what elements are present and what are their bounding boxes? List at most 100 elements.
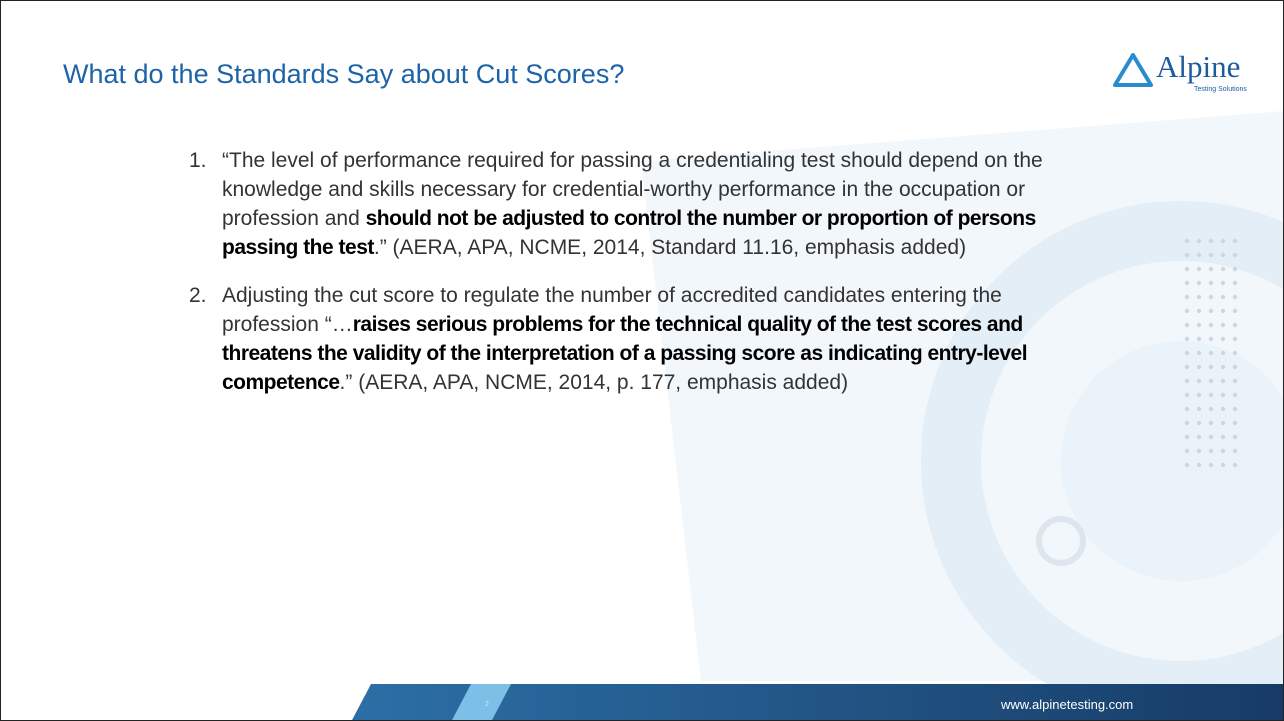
dot: [1221, 463, 1225, 467]
dot: [1185, 435, 1189, 439]
dot: [1197, 379, 1201, 383]
dot: [1221, 365, 1225, 369]
dot: [1233, 393, 1237, 397]
slide: What do the Standards Say about Cut Scor…: [0, 0, 1284, 721]
dot: [1197, 449, 1201, 453]
dot: [1185, 365, 1189, 369]
dot: [1209, 267, 1213, 271]
dot: [1209, 295, 1213, 299]
dot: [1185, 449, 1189, 453]
dot: [1197, 421, 1201, 425]
dot: [1209, 435, 1213, 439]
quote-list: 1.“The level of performance required for…: [189, 146, 1099, 416]
dot: [1221, 281, 1225, 285]
dot: [1185, 393, 1189, 397]
dot: [1221, 295, 1225, 299]
item-citation: .” (AERA, APA, NCME, 2014, Standard 11.1…: [374, 236, 966, 259]
dot: [1233, 435, 1237, 439]
slide-title: What do the Standards Say about Cut Scor…: [63, 59, 624, 90]
logo-mark: [1111, 51, 1155, 91]
dot: [1233, 281, 1237, 285]
dot: [1185, 407, 1189, 411]
dot: [1221, 351, 1225, 355]
dot: [1233, 379, 1237, 383]
logo-tagline: Testing Solutions: [1194, 86, 1247, 93]
dot: [1197, 407, 1201, 411]
dot: [1197, 239, 1201, 243]
dot: [1197, 267, 1201, 271]
dot: [1209, 323, 1213, 327]
dot: [1209, 379, 1213, 383]
dot: [1233, 449, 1237, 453]
dot: [1185, 253, 1189, 257]
dot: [1209, 281, 1213, 285]
logo: Alpine Testing Solutions: [1111, 49, 1261, 99]
dot: [1233, 309, 1237, 313]
dot: [1221, 421, 1225, 425]
dot: [1197, 337, 1201, 341]
dot: [1185, 239, 1189, 243]
dot: [1233, 239, 1237, 243]
dot: [1185, 309, 1189, 313]
dot: [1221, 239, 1225, 243]
dot: [1221, 309, 1225, 313]
dot: [1185, 281, 1189, 285]
page-number: 2: [485, 701, 489, 708]
dot: [1197, 281, 1201, 285]
dot: [1209, 337, 1213, 341]
dot: [1221, 449, 1225, 453]
dot: [1185, 267, 1189, 271]
dot: [1233, 253, 1237, 257]
dot: [1197, 351, 1201, 355]
item-number: 2.: [189, 281, 207, 310]
dot: [1233, 407, 1237, 411]
dot: [1233, 421, 1237, 425]
dot: [1233, 463, 1237, 467]
dot: [1197, 295, 1201, 299]
dot: [1221, 337, 1225, 341]
footer-url: www.alpinetesting.com: [1001, 697, 1133, 712]
dot: [1209, 449, 1213, 453]
dot: [1185, 379, 1189, 383]
dot: [1185, 337, 1189, 341]
dot: [1185, 295, 1189, 299]
dot: [1233, 323, 1237, 327]
dot: [1233, 365, 1237, 369]
dot: [1221, 379, 1225, 383]
dot: [1197, 435, 1201, 439]
dot: [1197, 463, 1201, 467]
dot: [1197, 309, 1201, 313]
dot: [1209, 463, 1213, 467]
dot: [1221, 393, 1225, 397]
dot: [1221, 323, 1225, 327]
dot: [1209, 393, 1213, 397]
dot: [1209, 421, 1213, 425]
dot: [1197, 365, 1201, 369]
item-number: 1.: [189, 146, 207, 175]
dot: [1185, 421, 1189, 425]
dot: [1197, 393, 1201, 397]
dot: [1233, 337, 1237, 341]
dot: [1233, 351, 1237, 355]
dot: [1197, 323, 1201, 327]
dot: [1233, 267, 1237, 271]
dot: [1221, 435, 1225, 439]
dot: [1233, 295, 1237, 299]
dot: [1221, 267, 1225, 271]
quote-item: 2.Adjusting the cut score to regulate th…: [189, 281, 1099, 397]
dot: [1209, 239, 1213, 243]
dot: [1185, 323, 1189, 327]
dot: [1209, 351, 1213, 355]
item-citation: .” (AERA, APA, NCME, 2014, p. 177, empha…: [340, 371, 849, 394]
dot: [1185, 351, 1189, 355]
quote-item: 1.“The level of performance required for…: [189, 146, 1099, 262]
dot: [1209, 365, 1213, 369]
logo-name: Alpine: [1156, 49, 1240, 85]
dot: [1197, 253, 1201, 257]
dot: [1209, 407, 1213, 411]
dot: [1209, 253, 1213, 257]
dot: [1209, 309, 1213, 313]
dot: [1185, 463, 1189, 467]
dot: [1221, 407, 1225, 411]
dot: [1221, 253, 1225, 257]
